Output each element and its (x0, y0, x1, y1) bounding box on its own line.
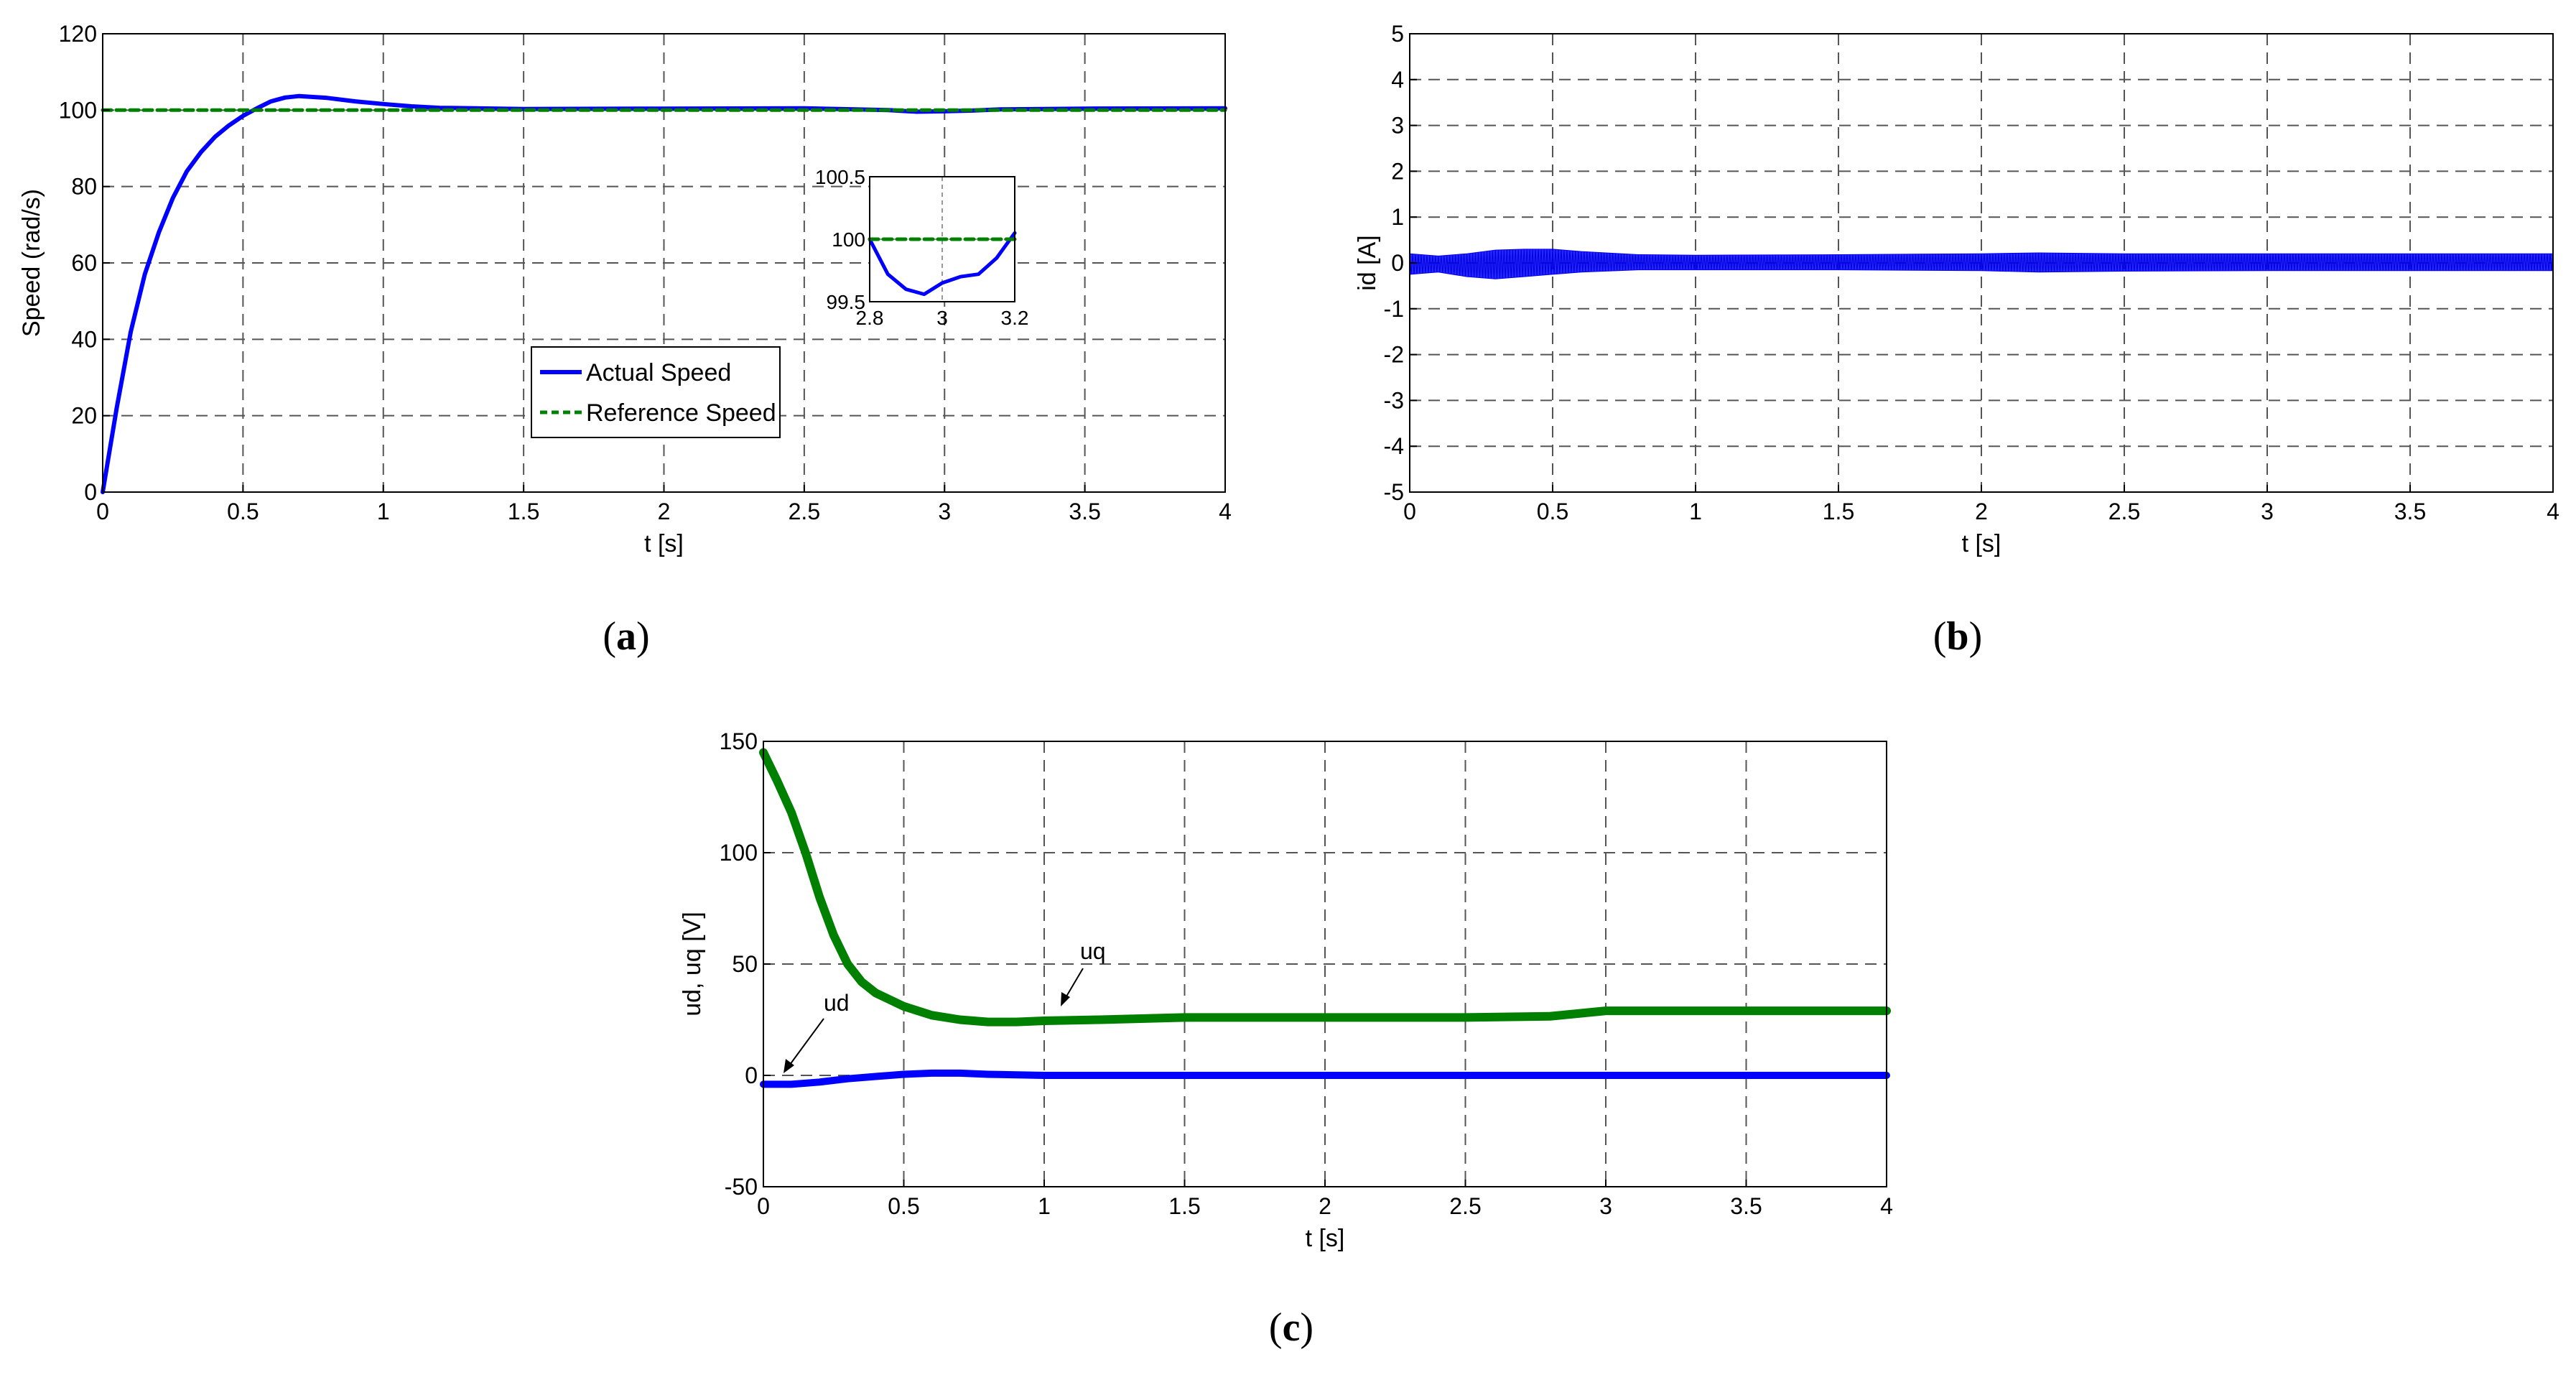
b-xtick-label: 2.5 (2108, 499, 2140, 524)
b-ytick-label: -5 (1384, 479, 1404, 505)
c-series-ud (760, 1069, 1890, 1088)
panel-c-annotations: ud uq (784, 938, 1106, 1073)
b-xtick-label: 3 (2261, 499, 2274, 524)
c-ytick-label: -50 (725, 1174, 758, 1200)
b-ytick-label: -4 (1384, 433, 1404, 459)
panel-a-legend: Actual Speed Reference Speed (531, 346, 781, 438)
a-ytick-label: 100 (59, 97, 97, 123)
panel-b-ylabel: id [A] (1354, 235, 1381, 290)
b-ytick-label: 3 (1391, 113, 1404, 139)
inset-ytick-label: 100.5 (815, 166, 865, 188)
inset-series (868, 231, 1017, 297)
c-xtick-label: 1.5 (1168, 1193, 1200, 1219)
inset-ytick-label: 99.5 (827, 291, 866, 313)
panel-a-ylabel: Speed (rad/s) (18, 189, 45, 337)
a-ytick-label: 0 (84, 479, 97, 505)
c-xtick-label: 1 (1038, 1193, 1051, 1219)
b-ytick-label: 5 (1391, 21, 1404, 47)
a-xtick-label: 1 (377, 499, 390, 524)
panel-a-series (101, 93, 1227, 494)
b-xtick-label: 0.5 (1537, 499, 1568, 524)
panel-a-inset: 2.8 3 3.2 99.5 100 100.5 (815, 166, 1029, 329)
c-series-uq (759, 748, 1891, 1027)
panel-b-xlabel: t [s] (1962, 530, 2001, 557)
b-series-id-oscillation (1409, 249, 2554, 279)
c-xtick-label: 0 (757, 1193, 770, 1219)
b-xtick-label: 4 (2547, 499, 2559, 524)
annotation-uq: uq (1080, 938, 1106, 964)
c-ytick-label: 150 (720, 728, 758, 754)
panel-a-caption: (a) (603, 614, 649, 659)
b-xtick-label: 1.5 (1823, 499, 1854, 524)
panel-b-ticks: 0 0.5 1 1.5 2 2.5 3 3.5 4 -5 -4 -3 -2 -1 0 1 2 3 4 5 (1384, 21, 2559, 524)
annotation-ud: ud (824, 990, 850, 1016)
panel-a-caption-letter: a (616, 614, 636, 659)
b-xtick-label: 1 (1689, 499, 1702, 524)
inset-xtick-label: 3.2 (1001, 307, 1029, 329)
inset-ticks: 2.8 3 3.2 99.5 100 100.5 (815, 166, 1029, 329)
a-xtick-label: 4 (1219, 499, 1232, 524)
panel-b-caption-letter: b (1946, 614, 1968, 659)
a-ytick-label: 40 (71, 326, 97, 352)
inset-xtick-label: 2.8 (856, 307, 884, 329)
inset-frame (869, 176, 1015, 302)
a-xtick-label: 3.5 (1069, 499, 1100, 524)
annotation-uq-arrowhead (1061, 992, 1070, 1006)
legend-label-reference-speed: Reference Speed (586, 399, 776, 427)
legend-label-actual-speed: Actual Speed (586, 359, 731, 386)
a-ytick-label: 20 (71, 403, 97, 429)
a-xtick-label: 3 (938, 499, 951, 524)
c-xtick-label: 3.5 (1730, 1193, 1762, 1219)
b-ytick-label: -3 (1384, 387, 1404, 413)
panel-c-xlabel: t [s] (1306, 1225, 1345, 1252)
c-xtick-label: 2 (1319, 1193, 1331, 1219)
panel-c-series (759, 748, 1891, 1088)
c-ytick-label: 100 (720, 840, 758, 866)
a-xtick-label: 2.5 (789, 499, 820, 524)
a-ytick-label: 80 (71, 174, 97, 200)
c-xtick-label: 2.5 (1449, 1193, 1481, 1219)
inset-ytick-label: 100 (832, 228, 865, 251)
c-ytick-label: 0 (745, 1062, 758, 1088)
c-xtick-label: 3 (1599, 1193, 1612, 1219)
c-xtick-label: 0.5 (888, 1193, 919, 1219)
b-xtick-label: 0 (1403, 499, 1416, 524)
b-ytick-label: 1 (1391, 204, 1404, 230)
annotation-ud-arrowhead (784, 1059, 794, 1073)
a-xtick-label: 1.5 (508, 499, 539, 524)
c-ytick-label: 50 (732, 951, 758, 977)
annotation-ud-arrow (787, 1018, 824, 1068)
a-xtick-label: 0 (96, 499, 109, 524)
b-ytick-label: 0 (1391, 250, 1404, 276)
b-ytick-label: -1 (1384, 296, 1404, 322)
b-xtick-label: 2 (1975, 499, 1988, 524)
panel-c-caption-letter: c (1283, 1305, 1301, 1350)
panel-c-ylabel: ud, uq [V] (679, 912, 706, 1016)
inset-xtick-label: 3 (936, 307, 948, 329)
annotation-uq-arrow (1064, 968, 1084, 1001)
legend-box (531, 346, 781, 438)
c-xtick-label: 4 (1880, 1193, 1893, 1219)
panel-a-xlabel: t [s] (644, 530, 684, 557)
a-ytick-label: 60 (71, 250, 97, 276)
b-ytick-label: 4 (1391, 67, 1404, 93)
panel-c-caption: (c) (1269, 1305, 1313, 1350)
b-xtick-label: 3.5 (2394, 499, 2426, 524)
a-xtick-label: 0.5 (227, 499, 259, 524)
b-ytick-label: -2 (1384, 342, 1404, 368)
panel-b-caption: (b) (1933, 614, 1982, 659)
inset-series-actual-speed (868, 231, 1017, 297)
b-ytick-label: 2 (1391, 158, 1404, 184)
a-ytick-label: 120 (59, 21, 97, 47)
a-xtick-label: 2 (658, 499, 671, 524)
